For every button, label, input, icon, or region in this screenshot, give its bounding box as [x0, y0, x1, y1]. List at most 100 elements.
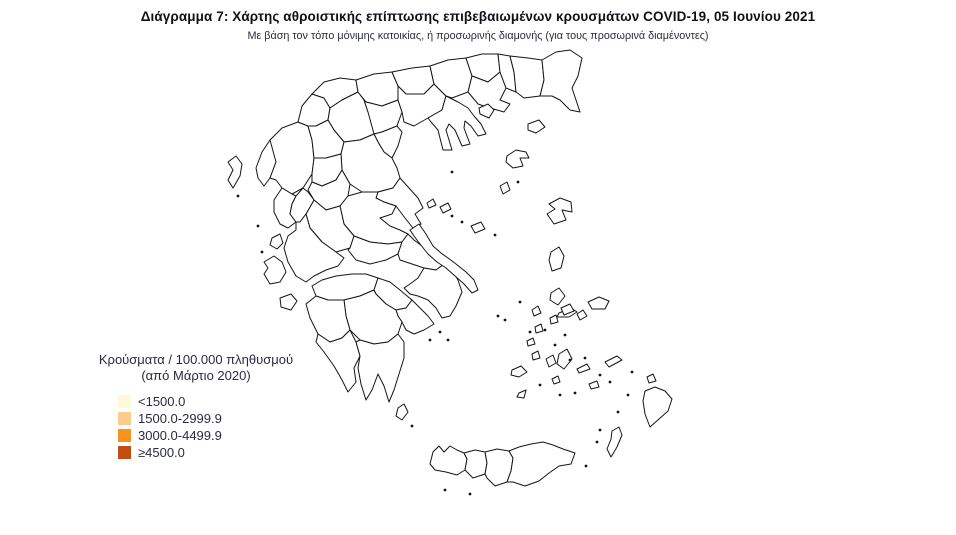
region-kythira — [395, 403, 409, 421]
islet — [558, 393, 562, 397]
region-lefkada — [269, 233, 284, 250]
region-alonnisos — [470, 221, 486, 234]
map-legend: Κρούσματα / 100.000 πληθυσμού (από Μάρτι… — [58, 352, 334, 461]
region-imathia — [363, 99, 403, 135]
region-corfu — [227, 155, 243, 189]
region-lesbos — [546, 197, 573, 225]
legend-item: 1500.0-2999.9 — [118, 410, 334, 427]
islet — [516, 180, 520, 184]
region-paros — [545, 354, 557, 368]
region-naxos — [556, 348, 573, 370]
legend-label-bin1: <1500.0 — [138, 393, 186, 409]
islet — [410, 424, 414, 428]
region-larissa — [340, 133, 401, 193]
islet — [503, 318, 507, 322]
region-lasithi — [506, 441, 576, 487]
region-samos — [587, 296, 610, 310]
region-evros — [539, 49, 583, 113]
region-zakynthos — [279, 293, 298, 311]
legend-label-bin2: 1500.0-2999.9 — [138, 410, 222, 426]
region-laconia — [355, 333, 405, 403]
islet — [563, 333, 567, 337]
legend-swatch-bin3 — [118, 428, 131, 442]
islet — [518, 300, 522, 304]
islet — [553, 343, 557, 347]
region-skiathos — [426, 198, 437, 209]
islet — [260, 250, 264, 254]
region-astypalea — [588, 380, 600, 390]
islet — [543, 328, 547, 332]
legend-swatch-bin4 — [118, 445, 131, 459]
region-ios — [551, 375, 561, 385]
region-chalkidiki — [427, 95, 487, 151]
islet — [496, 314, 500, 318]
legend-swatch-bin2 — [118, 411, 131, 425]
islet — [538, 383, 542, 387]
legend-title-line2: (από Μάρτιο 2020) — [141, 368, 251, 384]
region-kea — [531, 305, 542, 317]
legend-item: <1500.0 — [118, 393, 334, 410]
islet — [256, 224, 260, 228]
islet — [568, 358, 572, 362]
region-andros — [549, 287, 566, 306]
region-skopelos — [439, 202, 452, 214]
islet — [528, 330, 532, 334]
islet — [428, 338, 432, 342]
region-aetolia-acarnania — [283, 213, 345, 283]
legend-swatch-bin1 — [118, 394, 131, 408]
region-ioannina — [269, 121, 315, 195]
islet — [443, 488, 447, 492]
islet — [450, 214, 454, 218]
region-kythnos — [534, 323, 544, 334]
region-milos — [510, 365, 528, 378]
region-tinos — [560, 303, 575, 316]
legend-label-bin3: 3000.0-4499.9 — [138, 427, 222, 443]
region-chania — [429, 445, 468, 476]
region-rhodes — [642, 386, 673, 428]
map-regions — [227, 49, 673, 487]
islet — [630, 370, 634, 374]
page-subtitle: Με βάση τον τόπο μόνιμης κατοικίας, ή πρ… — [247, 30, 709, 42]
islet — [438, 330, 442, 334]
region-amorgos — [576, 363, 591, 374]
region-kos — [604, 355, 623, 368]
region-samothraki — [527, 119, 546, 134]
legend-label-bin4: ≥4500.0 — [138, 444, 185, 460]
region-thasos — [478, 103, 495, 119]
islet — [616, 410, 620, 414]
region-chios — [548, 246, 565, 272]
region-fokida — [347, 235, 403, 265]
region-mykonos — [576, 309, 588, 321]
region-arcadia — [343, 289, 403, 345]
islet — [236, 194, 240, 198]
region-kavala — [467, 71, 511, 113]
region-karpathos — [606, 426, 623, 458]
region-evia — [409, 223, 479, 294]
region-rethymno — [463, 449, 488, 479]
islet — [450, 170, 454, 174]
islet-dots — [236, 170, 634, 496]
region-messinia — [315, 329, 361, 393]
region-kefalonia — [263, 255, 287, 285]
islet — [598, 428, 602, 432]
islet — [446, 338, 450, 342]
islet — [573, 391, 577, 395]
legend-item: 3000.0-4499.9 — [118, 427, 334, 444]
islet — [595, 440, 599, 444]
islet — [460, 220, 464, 224]
region-elis — [305, 295, 351, 343]
legend-item: ≥4500.0 — [118, 444, 334, 461]
region-sifnos — [531, 350, 541, 361]
legend-title-line1: Κρούσματα / 100.000 πληθυσμού — [98, 352, 294, 367]
region-skyros — [499, 181, 511, 195]
region-santorini — [516, 389, 527, 399]
islet — [493, 233, 497, 237]
islet — [608, 380, 612, 384]
legend-items: <1500.0 1500.0-2999.9 3000.0-4499.9 ≥450… — [58, 393, 334, 461]
islet — [626, 393, 630, 397]
region-lemnos — [505, 149, 530, 169]
islet — [583, 356, 587, 360]
region-kalymnos — [646, 373, 657, 384]
